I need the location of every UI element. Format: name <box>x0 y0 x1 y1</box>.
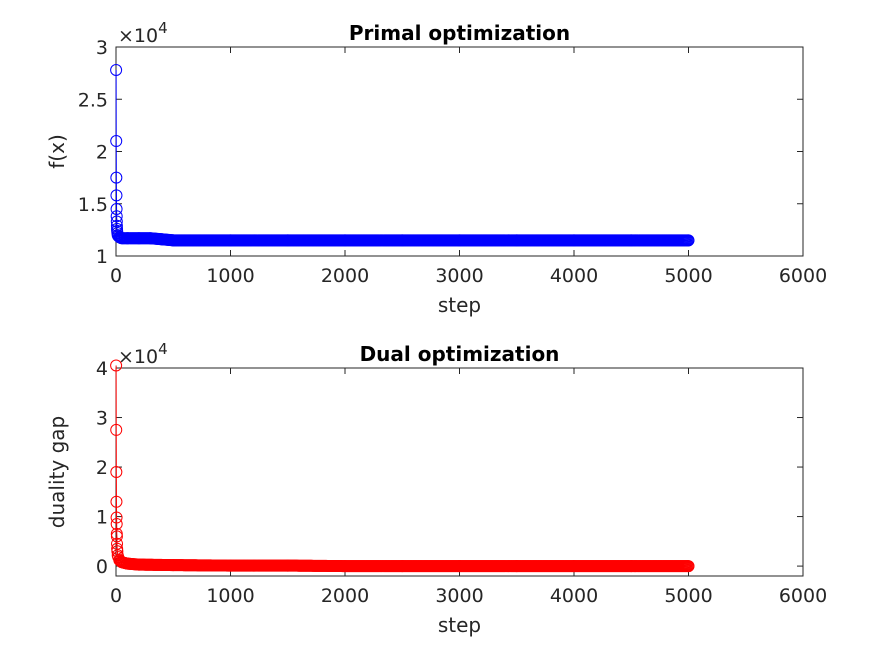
data-point <box>110 189 123 202</box>
y-axis-label: f(x) <box>45 134 69 168</box>
x-tick-label: 4000 <box>550 585 598 607</box>
x-tick-label: 4000 <box>550 265 598 287</box>
data-point-dense <box>682 560 695 573</box>
data-point <box>110 511 123 524</box>
y-axis-multiplier-base: ×10 <box>118 25 158 47</box>
chart-title: Primal optimization <box>349 21 570 45</box>
y-tick-label: 1 <box>96 246 108 268</box>
data-point <box>110 423 123 436</box>
data-point <box>110 518 123 530</box>
y-tick-label: 1.5 <box>78 194 108 216</box>
y-tick-label: 2.5 <box>78 89 108 111</box>
y-axis-multiplier: ×104 <box>118 19 168 47</box>
data-point <box>110 171 123 184</box>
data-point <box>110 210 123 223</box>
plot-area-frame <box>115 367 804 577</box>
series-line <box>115 69 689 241</box>
x-axis-label: step <box>438 613 481 637</box>
x-tick-label: 0 <box>110 585 122 607</box>
x-tick-label: 3000 <box>435 585 483 607</box>
x-tick-label: 3000 <box>435 265 483 287</box>
data-point <box>110 495 123 508</box>
x-tick-label: 2000 <box>321 265 369 287</box>
data-point <box>110 359 123 372</box>
plot-area-frame <box>115 46 804 257</box>
series-line <box>115 365 689 567</box>
x-tick-label: 1000 <box>206 585 254 607</box>
x-tick-label: 1000 <box>206 265 254 287</box>
x-tick-label: 2000 <box>321 585 369 607</box>
x-tick-label: 6000 <box>779 585 827 607</box>
x-tick-label: 5000 <box>664 265 712 287</box>
y-tick-label: 3 <box>96 408 108 430</box>
chart-title: Dual optimization <box>360 342 560 366</box>
y-tick-label: 1 <box>96 507 108 529</box>
y-tick-label: 2 <box>96 457 108 479</box>
data-point <box>110 202 123 215</box>
x-tick-label: 6000 <box>779 265 827 287</box>
x-axis-label: step <box>438 293 481 317</box>
y-tick-label: 4 <box>96 358 108 380</box>
x-tick-label: 0 <box>110 265 122 287</box>
y-axis-label: duality gap <box>45 416 69 528</box>
y-axis-multiplier: ×104 <box>118 340 168 368</box>
data-point <box>110 215 123 228</box>
data-point <box>110 466 123 478</box>
data-point <box>110 135 123 148</box>
y-tick-label: 0 <box>96 556 108 578</box>
data-point <box>110 530 123 543</box>
y-axis-multiplier-exponent: 4 <box>158 340 168 358</box>
y-axis-multiplier-exponent: 4 <box>158 19 168 37</box>
data-point-dense <box>682 234 695 247</box>
primal-chart: 0 1000 2000 3000 4000 5000 6000 1 1.5 2 2.5 3 ×104 Pr… <box>45 19 827 317</box>
x-tick-label: 5000 <box>664 585 712 607</box>
y-tick-label: 3 <box>96 37 108 59</box>
y-tick-label: 2 <box>96 142 108 164</box>
y-axis-multiplier-base: ×10 <box>118 346 158 368</box>
data-point <box>110 63 123 76</box>
